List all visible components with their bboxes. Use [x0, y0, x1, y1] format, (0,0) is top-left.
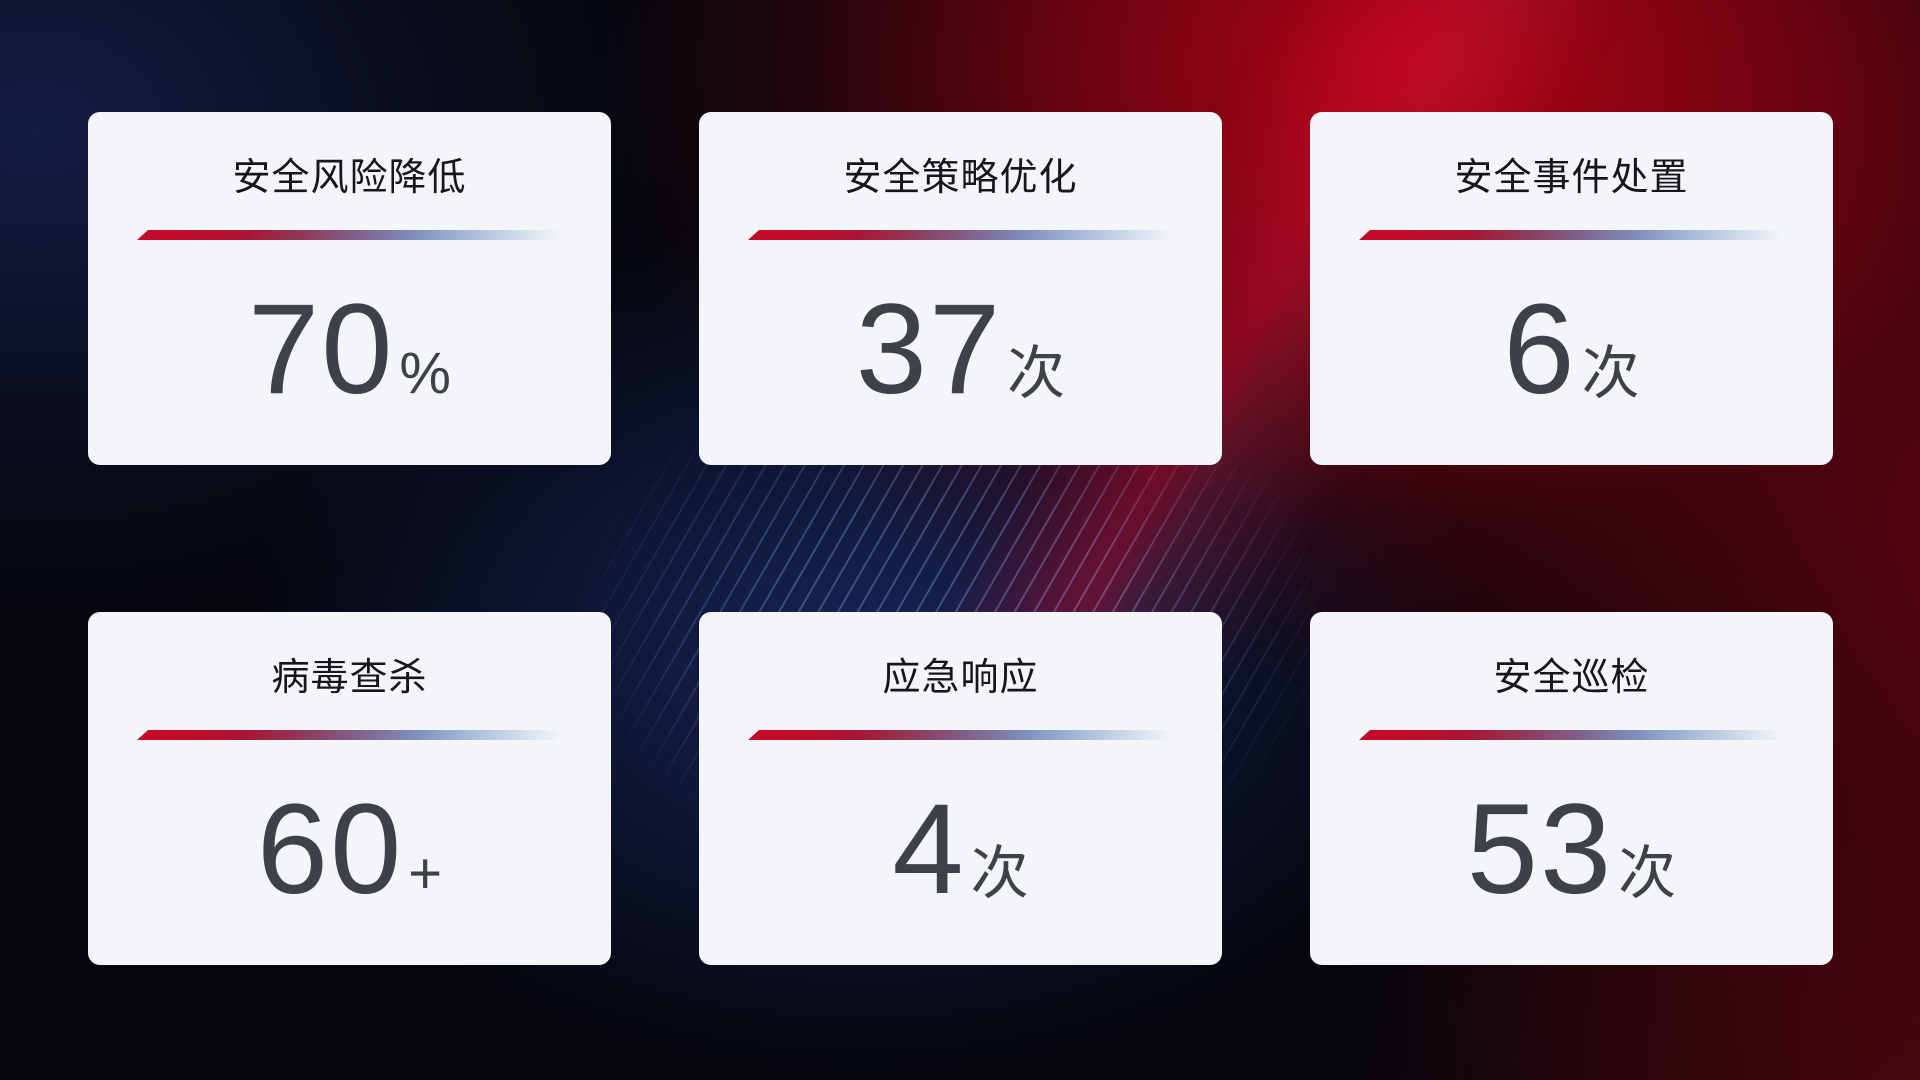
- card-value: 37: [855, 278, 1003, 421]
- card-value-row: 4 次: [892, 786, 1028, 914]
- card-value-row: 70 %: [248, 286, 451, 414]
- gradient-divider: [748, 730, 1196, 740]
- card-title: 安全事件处置: [1454, 157, 1689, 199]
- card-value-row: 60 +: [257, 786, 442, 914]
- card-title: 安全巡检: [1493, 657, 1650, 699]
- card-unit: %: [399, 341, 451, 406]
- stat-card-virus-scan: 病毒查杀 60 +: [88, 612, 611, 965]
- card-value-row: 6 次: [1503, 286, 1639, 414]
- card-value: 60: [256, 778, 404, 921]
- gradient-divider: [1359, 730, 1807, 740]
- card-unit: 次: [1007, 341, 1066, 406]
- card-unit: 次: [970, 841, 1029, 906]
- card-title: 安全策略优化: [843, 157, 1078, 199]
- stat-card-security-inspection: 安全巡检 53 次: [1310, 612, 1833, 965]
- card-value-row: 53 次: [1467, 786, 1676, 914]
- card-value: 6: [1503, 278, 1577, 421]
- stats-grid: 安全风险降低 70 % 安全策略优化 37 次 安全事件处置 6 次 病毒查杀 …: [88, 112, 1833, 965]
- card-title: 应急响应: [882, 657, 1039, 699]
- card-unit: 次: [1618, 841, 1677, 906]
- stat-card-policy-optimization: 安全策略优化 37 次: [699, 112, 1222, 465]
- gradient-divider: [1359, 230, 1807, 240]
- card-value: 4: [892, 778, 966, 921]
- stat-card-incident-handling: 安全事件处置 6 次: [1310, 112, 1833, 465]
- card-value: 70: [248, 278, 395, 421]
- gradient-divider: [137, 230, 585, 240]
- stat-card-emergency-response: 应急响应 4 次: [699, 612, 1222, 965]
- card-unit: +: [408, 841, 443, 906]
- card-title: 病毒查杀: [271, 657, 428, 699]
- card-value: 53: [1466, 778, 1614, 921]
- stat-card-risk-reduction: 安全风险降低 70 %: [88, 112, 611, 465]
- gradient-divider: [137, 730, 585, 740]
- card-value-row: 37 次: [856, 286, 1065, 414]
- card-title: 安全风险降低: [232, 157, 467, 199]
- card-unit: 次: [1581, 341, 1640, 406]
- gradient-divider: [748, 230, 1196, 240]
